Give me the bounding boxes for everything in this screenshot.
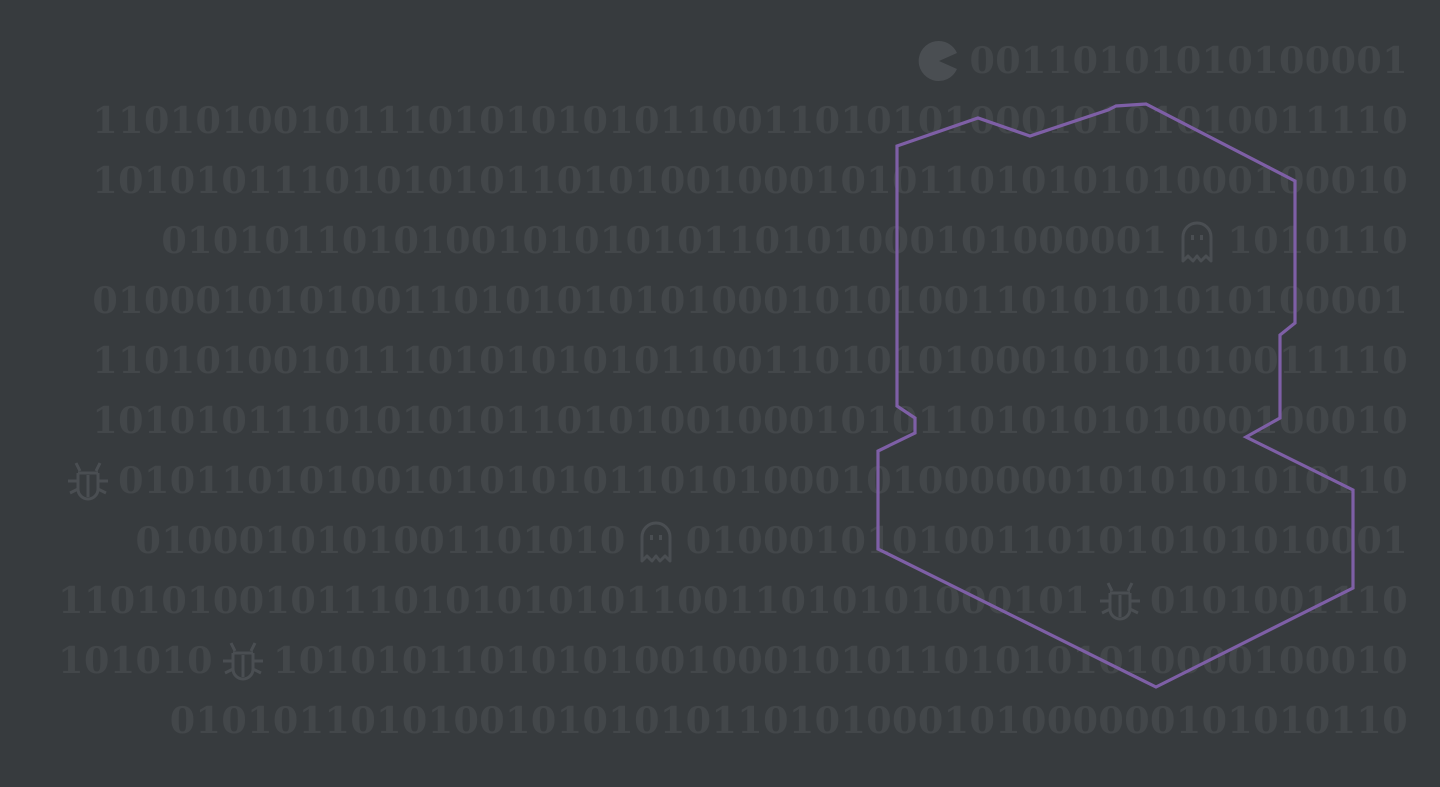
binary-row: 00110101010100001 — [909, 31, 1408, 91]
bug-icon — [64, 457, 112, 505]
ghost-icon — [1173, 217, 1221, 265]
binary-row: 1010101110101010110101001000101011010101… — [92, 151, 1408, 211]
bug-icon — [1096, 577, 1144, 625]
binary-digits: 1101010010111010101010110011010101000101… — [92, 339, 1408, 382]
binary-row: 0100010101001101010101010001010100110101… — [92, 271, 1408, 331]
bug-icon — [219, 637, 267, 685]
binary-row: 010101101010010101010110101000101000001 1… — [161, 211, 1408, 271]
binary-digits: 101010 — [58, 639, 213, 682]
binary-digits: 0101101010010101010110101000101000000101… — [118, 459, 1408, 502]
binary-row: 0101011010100101010101101010001010000001… — [170, 691, 1408, 751]
binary-digits: 1010101110101010110101001000101011010101… — [92, 399, 1408, 442]
binary-digits: 010101101010010101010110101000101000001 — [161, 219, 1168, 262]
binary-row: 101010 1010101101010100100010101101010101… — [58, 631, 1408, 691]
binary-row: 1010101110101010110101001000101011010101… — [92, 391, 1408, 451]
binary-digits: 0101011010100101010101101010001010000001… — [169, 699, 1408, 742]
pacman-icon — [915, 37, 963, 85]
binary-digits: 0100010101001101010101010001010100110101… — [92, 279, 1408, 322]
binary-digits: 0101001110 — [1150, 579, 1408, 622]
binary-digits: 1101010010111010101010110011010101000101 — [58, 579, 1091, 622]
binary-digits: 0100010101001101010101010001 — [685, 519, 1408, 562]
binary-row: 1101010010111010101010110011010101000101… — [92, 91, 1408, 151]
binary-digits: 1101010010111010101010110011010101000101… — [92, 99, 1408, 142]
binary-digits: 1010101101010100100010101101010101000010… — [272, 639, 1408, 682]
binary-digits: 00110101010100001 — [969, 39, 1408, 82]
binary-digits: 1010110 — [1227, 219, 1408, 262]
binary-row: 0101101010010101010110101000101000000101… — [58, 451, 1408, 511]
binary-row: 1101010010111010101010110011010101000101… — [58, 571, 1408, 631]
ghost-icon — [632, 517, 680, 565]
binary-row: 0100010101001101010 010001010100110101010… — [136, 511, 1408, 571]
binary-digits: 1010101110101010110101001000101011010101… — [92, 159, 1408, 202]
binary-row: 1101010010111010101010110011010101000101… — [92, 331, 1408, 391]
binary-digits: 0100010101001101010 — [135, 519, 626, 562]
